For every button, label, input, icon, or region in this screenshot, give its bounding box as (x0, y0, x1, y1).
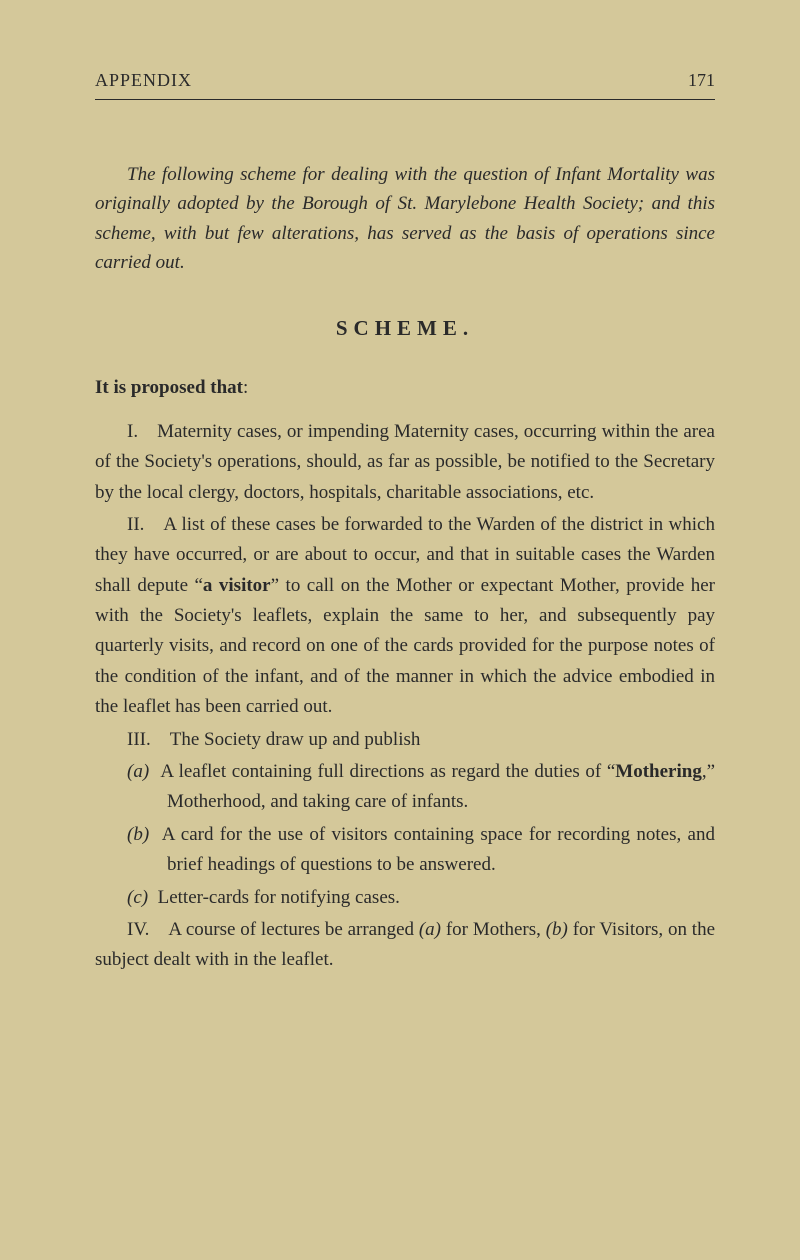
intro-paragraph: The following scheme for dealing with th… (95, 160, 715, 278)
paragraph-IV: IV. A course of lectures be arranged (a)… (95, 915, 715, 976)
proposed-line: It is proposed that: (95, 377, 715, 399)
item-c-text: Letter-cards for notifying cases. (158, 887, 400, 908)
item-c-label: (c) (127, 887, 148, 908)
proposed-bold: It is proposed that (95, 377, 243, 398)
list-item-a: (a) A leaflet containing full directions… (95, 757, 715, 818)
para-IV-b: (b) (546, 919, 568, 940)
paragraph-III: III. The Society draw up and publish (95, 725, 715, 755)
item-a-label: (a) (127, 761, 149, 782)
proposed-colon: : (243, 377, 248, 398)
item-a-bold: Mothering (615, 761, 702, 782)
list-item-c: (c) Letter-cards for notifying cases. (95, 883, 715, 913)
item-b-label: (b) (127, 824, 149, 845)
page-header: APPENDIX 171 (95, 70, 715, 91)
para-IV-a: (a) (419, 919, 441, 940)
item-a-pre: A leaflet containing full directions as … (160, 761, 615, 782)
para-IV-pre: IV. A course of lectures be arranged (127, 919, 419, 940)
header-rule (95, 99, 715, 100)
page-number: 171 (688, 70, 715, 91)
paragraph-II: II. A list of these cases be forwarded t… (95, 510, 715, 723)
para-II-post: ” to call on the Mother or expectant Mot… (95, 575, 715, 718)
item-b-text: A card for the use of visitors containin… (162, 824, 715, 875)
scheme-title: SCHEME. (95, 316, 715, 341)
para-IV-mid: for Mothers, (441, 919, 546, 940)
para-II-bold: a visitor (203, 575, 271, 596)
header-title: APPENDIX (95, 70, 192, 91)
list-item-b: (b) A card for the use of visitors conta… (95, 820, 715, 881)
paragraph-I: I. Maternity cases, or impending Materni… (95, 417, 715, 508)
